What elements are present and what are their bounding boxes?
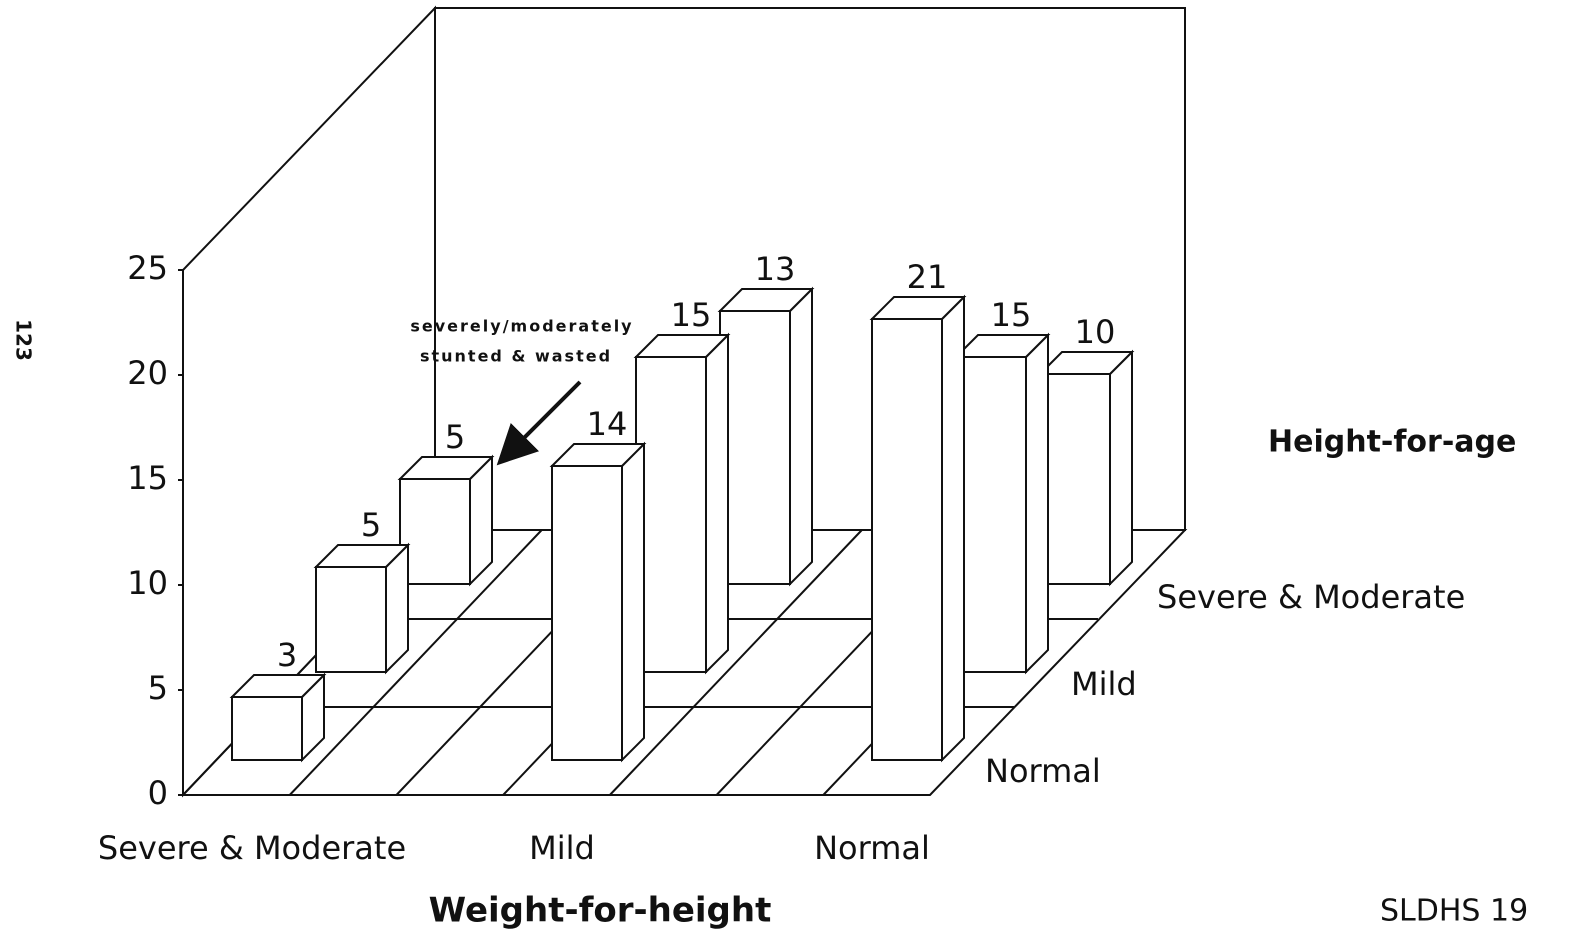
bar bbox=[635, 356, 707, 673]
floor-line bbox=[288, 529, 543, 796]
bar bbox=[955, 356, 1027, 673]
bar bbox=[399, 478, 471, 585]
y-tick-label: 5 bbox=[148, 669, 168, 707]
depth-axis-title: Height-for-age bbox=[1268, 425, 1516, 460]
annotation-arrow bbox=[496, 380, 582, 466]
depth-tick-label: Severe & Moderate bbox=[1157, 578, 1465, 616]
bar bbox=[719, 310, 791, 585]
value-label: 3 bbox=[277, 636, 297, 674]
bar-side bbox=[1025, 332, 1049, 675]
floor-line bbox=[609, 529, 863, 796]
bar-side bbox=[789, 286, 813, 587]
depth-tick-label: Normal bbox=[985, 752, 1101, 790]
y-tick-label: 0 bbox=[148, 774, 168, 812]
value-label: 5 bbox=[361, 506, 381, 544]
bar-side bbox=[621, 441, 645, 763]
value-label: 15 bbox=[991, 296, 1032, 334]
bar-side bbox=[1109, 349, 1133, 587]
x-tick-label: Mild bbox=[529, 829, 595, 867]
bar bbox=[1039, 373, 1111, 585]
value-label: 13 bbox=[755, 250, 796, 288]
annotation: stunted & wasted bbox=[420, 347, 612, 366]
value-label: 5 bbox=[445, 418, 465, 456]
bar-side bbox=[941, 294, 965, 763]
y-tick-label: 10 bbox=[127, 564, 168, 602]
y-tick-label: 25 bbox=[127, 249, 168, 287]
bar-side bbox=[705, 332, 729, 675]
bar bbox=[231, 696, 303, 761]
value-label: 10 bbox=[1075, 313, 1116, 351]
value-label: 21 bbox=[907, 258, 948, 296]
x-tick-label: Normal bbox=[814, 829, 930, 867]
y-tick-label: 20 bbox=[127, 354, 168, 392]
y-tick-label: 15 bbox=[127, 459, 168, 497]
x-tick-label: Severe & Moderate bbox=[98, 829, 406, 867]
annotation: severely/moderately bbox=[410, 317, 633, 336]
page-number: 123 bbox=[12, 319, 36, 361]
x-axis-title: Weight-for-height bbox=[429, 891, 772, 931]
value-label: 15 bbox=[671, 296, 712, 334]
bar bbox=[315, 566, 387, 673]
bar bbox=[551, 465, 623, 761]
bar bbox=[871, 318, 943, 761]
depth-tick-label: Mild bbox=[1071, 665, 1137, 703]
source: SLDHS 19 bbox=[1380, 894, 1528, 929]
value-label: 14 bbox=[587, 405, 628, 443]
